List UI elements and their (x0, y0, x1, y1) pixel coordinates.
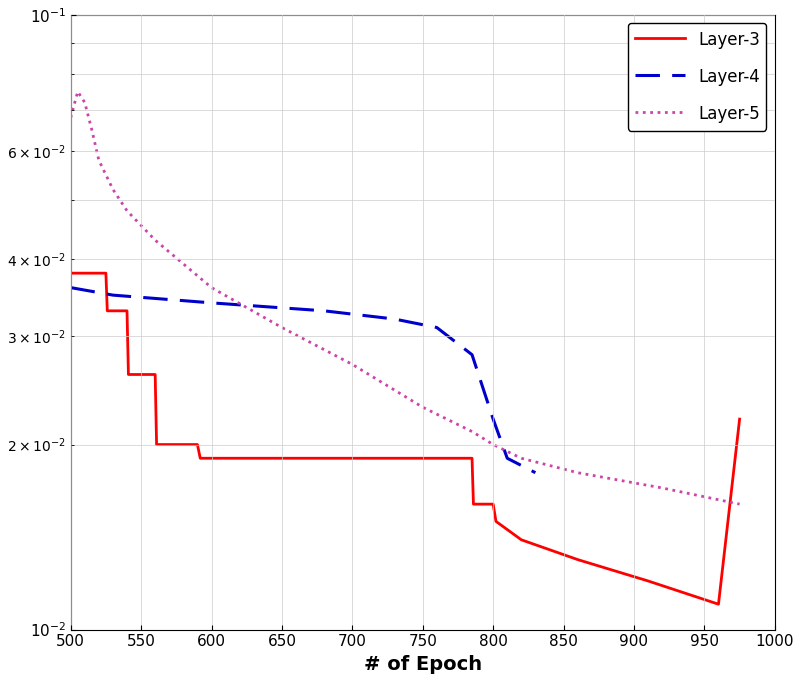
Layer-4 (530, 469, 540, 477)
Layer-3 (195, 454, 205, 462)
Layer-3 (467, 454, 477, 462)
Layer-5 (66, 114, 75, 122)
Layer-3 (192, 441, 202, 449)
Line: Layer-5: Layer-5 (70, 92, 739, 504)
Layer-4 (502, 454, 512, 462)
Layer-3 (123, 306, 132, 315)
Layer-5 (658, 484, 667, 492)
Layer-3 (123, 370, 133, 379)
Layer-4 (108, 291, 118, 299)
Legend: Layer-3, Layer-4, Layer-5: Layer-3, Layer-4, Layer-5 (628, 23, 767, 131)
Layer-5 (348, 360, 357, 368)
Layer-5 (467, 428, 477, 436)
X-axis label: # of Epoch: # of Epoch (364, 655, 482, 674)
Layer-5 (123, 207, 132, 215)
Layer-5 (735, 500, 744, 508)
Layer-3 (491, 518, 501, 526)
Layer-5 (108, 185, 118, 193)
Layer-5 (87, 126, 97, 134)
Layer-5 (94, 156, 103, 164)
Layer-5 (277, 323, 287, 332)
Layer-3 (573, 556, 582, 564)
Layer-3 (714, 600, 723, 608)
Layer-3 (101, 269, 111, 277)
Layer-5 (418, 403, 428, 411)
Layer-3 (151, 441, 161, 449)
Layer-5 (80, 99, 90, 107)
Layer-5 (207, 283, 216, 291)
Layer-3 (489, 500, 498, 508)
Layer-3 (735, 415, 744, 423)
Layer-4 (320, 306, 329, 315)
Layer-3 (517, 536, 526, 544)
Layer-3 (151, 370, 160, 379)
Layer-3 (643, 577, 653, 585)
Layer-4 (390, 315, 400, 323)
Layer-5 (489, 441, 498, 449)
Layer-4 (432, 323, 441, 332)
Layer-5 (151, 236, 160, 244)
Layer-4 (467, 351, 477, 359)
Line: Layer-4: Layer-4 (70, 287, 535, 473)
Layer-4 (207, 299, 216, 307)
Layer-3 (103, 306, 112, 315)
Layer-4 (489, 415, 498, 423)
Layer-3 (469, 500, 478, 508)
Layer-3 (66, 269, 75, 277)
Line: Layer-3: Layer-3 (70, 273, 739, 604)
Layer-5 (573, 469, 582, 477)
Layer-5 (73, 88, 83, 96)
Layer-5 (517, 454, 526, 462)
Layer-4 (66, 283, 75, 291)
